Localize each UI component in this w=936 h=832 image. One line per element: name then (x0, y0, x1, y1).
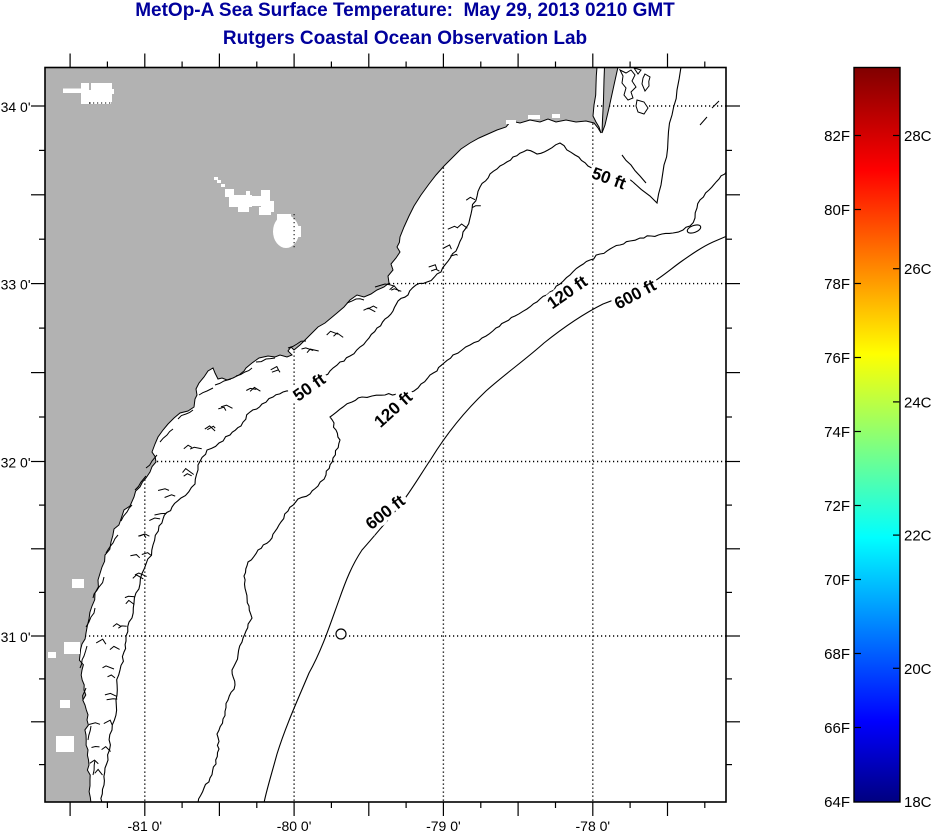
svg-text:72F: 72F (824, 498, 850, 515)
svg-text:26C: 26C (904, 261, 932, 278)
svg-text:64F: 64F (824, 794, 850, 811)
svg-text:22C: 22C (904, 528, 932, 545)
svg-text:-81 0': -81 0' (128, 818, 163, 832)
svg-text:34 0': 34 0' (1, 99, 31, 115)
svg-text:24C: 24C (904, 394, 932, 411)
svg-text:33 0': 33 0' (1, 277, 31, 293)
svg-text:28C: 28C (904, 128, 932, 145)
svg-text:-78 0': -78 0' (576, 818, 611, 832)
svg-text:31 0': 31 0' (1, 629, 31, 645)
svg-text:82F: 82F (824, 128, 850, 145)
svg-text:-79 0': -79 0' (426, 818, 461, 832)
svg-text:68F: 68F (824, 646, 850, 663)
svg-text:74F: 74F (824, 424, 850, 441)
svg-text:66F: 66F (824, 720, 850, 737)
svg-text:80F: 80F (824, 202, 850, 219)
svg-text:18C: 18C (904, 794, 932, 811)
svg-text:78F: 78F (824, 276, 850, 293)
svg-text:20C: 20C (904, 661, 932, 678)
svg-text:32 0': 32 0' (1, 455, 31, 471)
svg-text:70F: 70F (824, 572, 850, 589)
svg-text:-80 0': -80 0' (277, 818, 312, 832)
svg-text:76F: 76F (824, 350, 850, 367)
